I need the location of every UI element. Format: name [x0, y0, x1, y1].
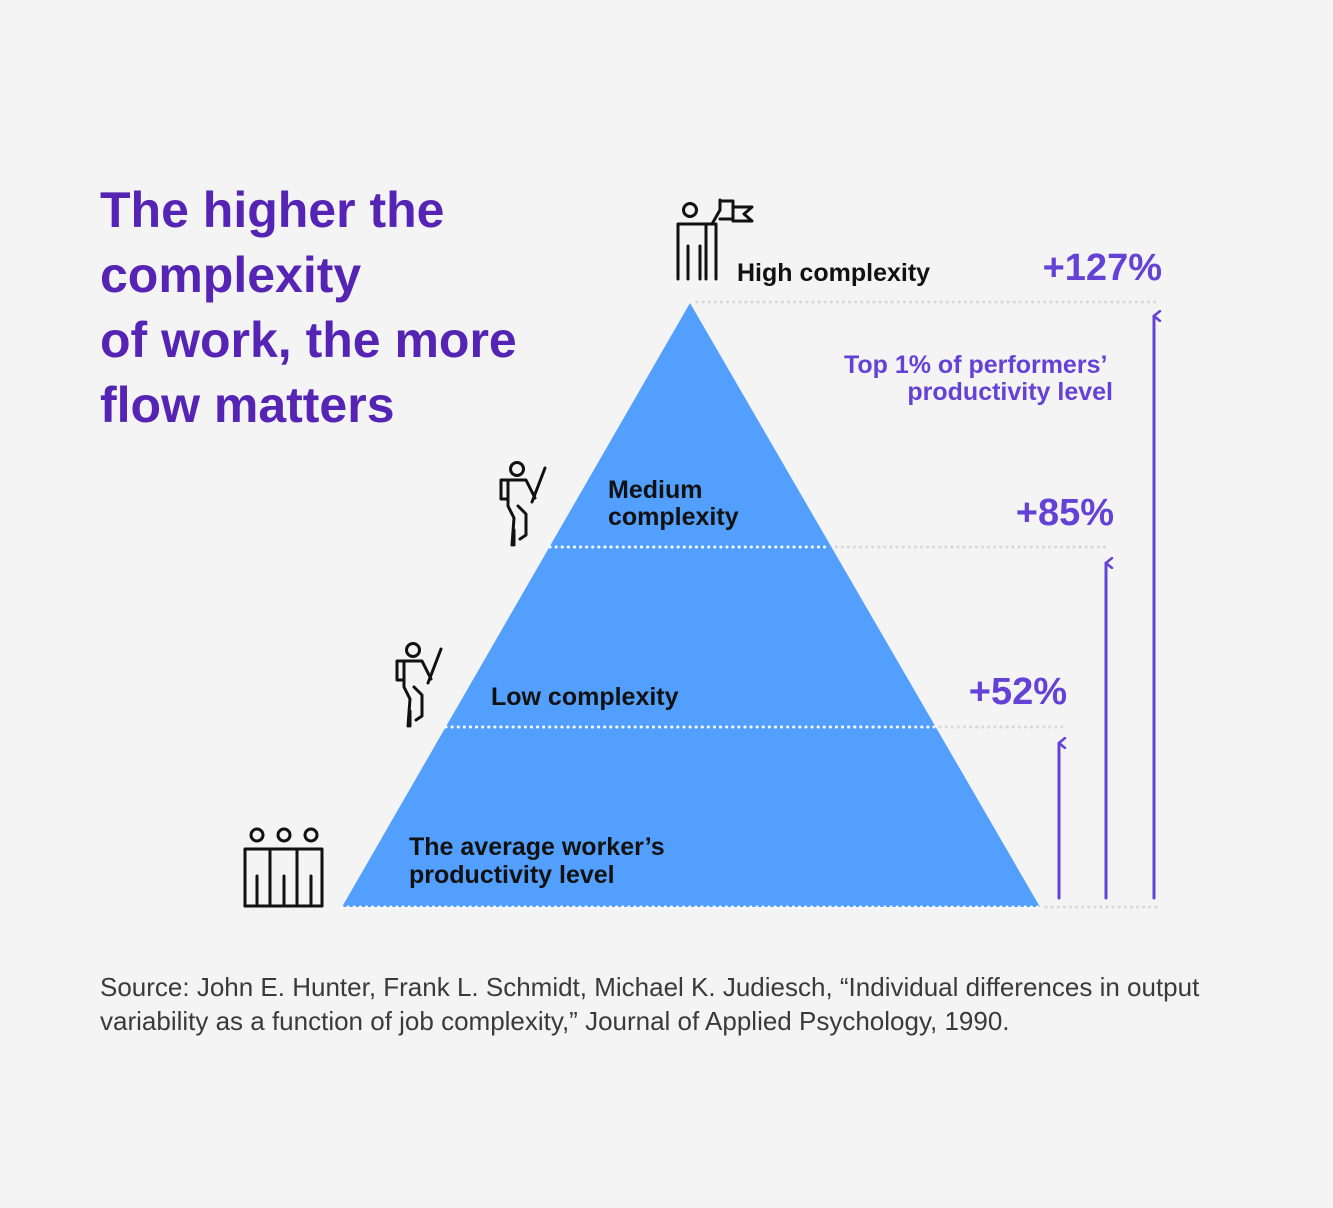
low-complexity-label: Low complexity	[491, 683, 679, 711]
leader-flag-icon	[676, 198, 754, 281]
headline-line-2: complexity	[100, 247, 362, 303]
top-performers-note-line-1: Top 1% of performers’	[844, 351, 1107, 379]
top-performers-note-line-2: productivity level	[907, 378, 1113, 406]
headline: The higher the complexity of work, the m…	[100, 178, 570, 438]
group-of-people-icon	[243, 827, 324, 908]
headline-line-3: of work, the more	[100, 312, 517, 368]
medium-complexity-label-line-1: Medium	[608, 476, 702, 504]
source-citation-line-1: Source: John E. Hunter, Frank L. Schmidt…	[100, 972, 1200, 1002]
climber-icon	[499, 461, 547, 547]
top-performers-note: Top 1% of performers’ productivity level	[844, 351, 1113, 406]
average-worker-label-line-2: productivity level	[409, 861, 615, 889]
source-citation-line-2: variability as a function of job complex…	[100, 1006, 1010, 1036]
medium-complexity-value: +85%	[1016, 492, 1114, 534]
medium-complexity-label: Medium complexity	[608, 476, 739, 531]
climber-icon	[395, 642, 443, 728]
pyramid	[342, 303, 1040, 907]
high-complexity-label: High complexity	[737, 259, 930, 287]
headline-line-1: The higher the	[100, 182, 445, 238]
medium-complexity-label-line-2: complexity	[608, 503, 739, 531]
low-complexity-value: +52%	[969, 671, 1067, 713]
source-citation: Source: John E. Hunter, Frank L. Schmidt…	[100, 970, 1240, 1038]
average-worker-label-line-1: The average worker’s	[409, 833, 665, 861]
average-worker-label: The average worker’s productivity level	[409, 833, 672, 889]
headline-line-4: flow matters	[100, 377, 395, 433]
high-complexity-value: +127%	[1043, 247, 1162, 289]
